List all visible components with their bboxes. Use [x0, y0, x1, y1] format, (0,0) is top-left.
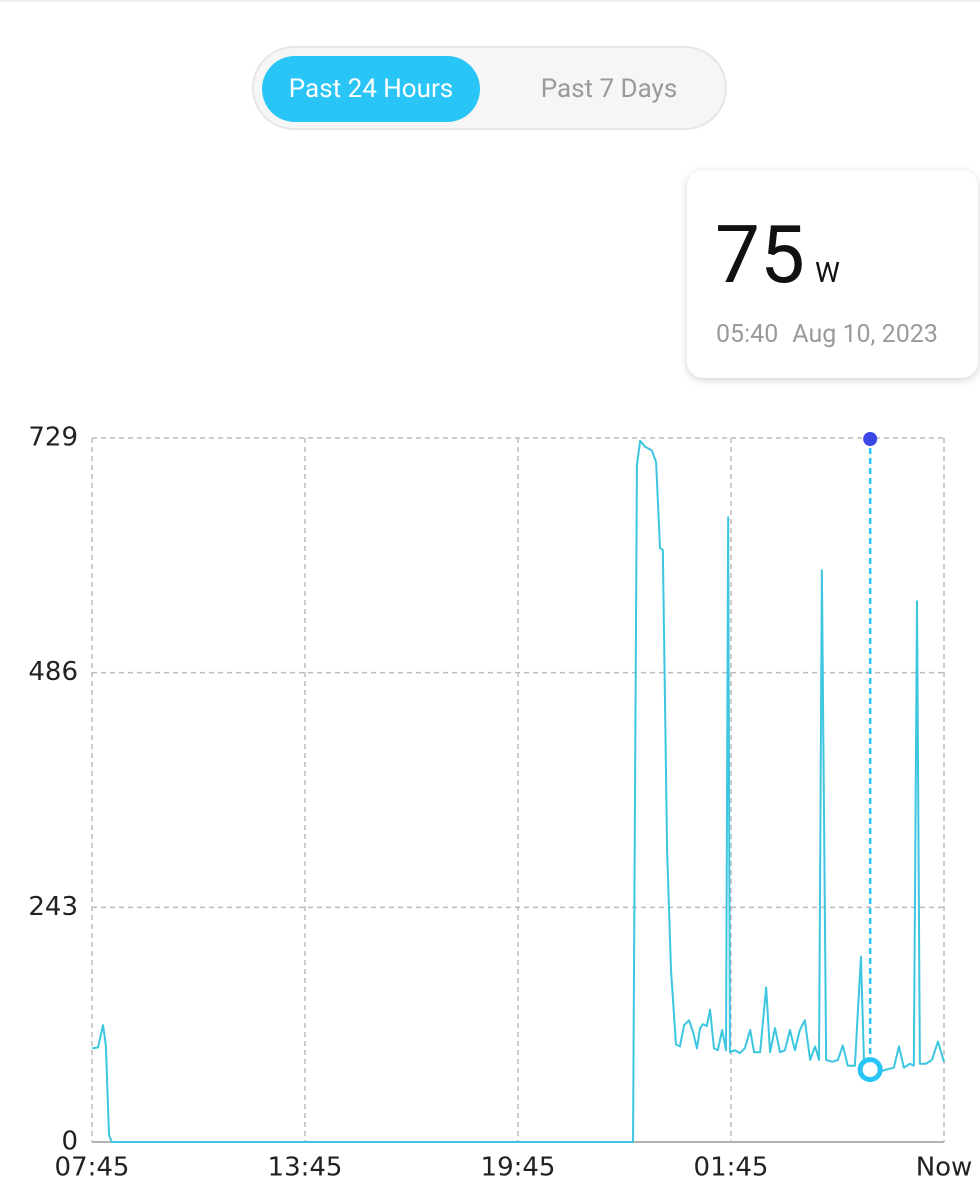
y-tick-label: 243: [28, 892, 78, 922]
tooltip-time: 05:40 Aug 10, 2023: [716, 320, 938, 349]
y-tick-label: 486: [28, 657, 78, 687]
tooltip-point: [857, 1057, 883, 1083]
tab[interactable]: Past 7 Days: [540, 74, 678, 104]
tab[interactable]: Past 24 Hours: [262, 56, 480, 122]
tooltip-value: 75: [715, 208, 805, 302]
y-tick-label: 0: [61, 1127, 78, 1157]
x-tick-label: 01:45: [694, 1153, 769, 1183]
x-tick-label: 07:45: [55, 1153, 130, 1183]
range-toggle: Past 24 Hours Past 7 Days: [252, 46, 727, 130]
x-tick-label: Now: [916, 1153, 973, 1183]
date: Aug 10, 2023: [792, 320, 938, 349]
tooltip-unit: W: [815, 256, 840, 289]
y-tick-label: 729: [28, 423, 78, 453]
tooltip-card: 75 W 05:40 Aug 10, 2023: [687, 170, 978, 378]
x-tick-label: 13:45: [268, 1153, 343, 1183]
divider: [0, 0, 980, 2]
cursor-top: [863, 432, 878, 446]
x-tick-label: 19:45: [481, 1153, 556, 1183]
time: 05:40: [716, 320, 779, 349]
